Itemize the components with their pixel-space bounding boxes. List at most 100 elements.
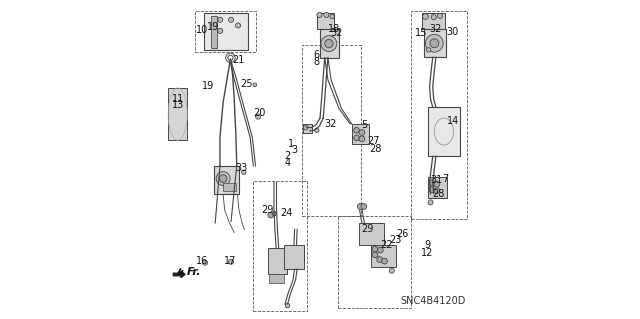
Text: 14: 14 (447, 116, 459, 126)
Circle shape (377, 257, 383, 263)
Text: 15: 15 (415, 28, 427, 38)
Text: 20: 20 (253, 108, 265, 118)
Circle shape (241, 170, 246, 174)
Text: 11: 11 (172, 93, 184, 104)
Text: 27: 27 (367, 137, 380, 146)
Circle shape (236, 23, 241, 28)
Bar (269, 274, 284, 283)
Bar (168, 88, 188, 140)
Text: 21: 21 (232, 56, 244, 65)
Bar (253, 181, 307, 311)
Circle shape (359, 130, 365, 135)
Circle shape (438, 13, 443, 19)
Circle shape (303, 125, 308, 130)
Bar (422, 13, 445, 29)
Circle shape (426, 48, 431, 52)
Bar (371, 245, 396, 268)
Bar (214, 166, 239, 195)
Text: 9: 9 (424, 240, 431, 250)
Text: 12: 12 (421, 248, 433, 257)
Circle shape (378, 247, 383, 253)
Bar (317, 13, 334, 29)
Text: 1: 1 (288, 139, 294, 149)
Text: 6: 6 (313, 50, 319, 60)
Text: 32: 32 (331, 28, 343, 38)
Text: 32: 32 (324, 119, 337, 129)
Bar (268, 249, 287, 274)
Bar (204, 13, 248, 50)
Bar (412, 11, 467, 219)
Text: 19: 19 (202, 81, 214, 91)
Text: Fr.: Fr. (187, 267, 201, 277)
Circle shape (228, 17, 234, 22)
Bar (352, 124, 369, 144)
Text: 10: 10 (196, 25, 208, 35)
Circle shape (317, 12, 322, 18)
Text: 33: 33 (236, 163, 248, 174)
Text: 31: 31 (431, 174, 443, 184)
Circle shape (226, 53, 235, 63)
Circle shape (361, 204, 367, 209)
Circle shape (434, 182, 440, 187)
Circle shape (253, 83, 257, 87)
Circle shape (324, 40, 333, 48)
Circle shape (285, 303, 290, 308)
Circle shape (426, 34, 444, 52)
Circle shape (216, 172, 230, 186)
Text: 22: 22 (380, 240, 392, 250)
Text: 8: 8 (313, 57, 319, 67)
Circle shape (429, 187, 435, 193)
Text: 26: 26 (396, 228, 408, 239)
Bar (320, 29, 339, 58)
Circle shape (218, 17, 223, 22)
Circle shape (430, 39, 439, 48)
Text: 30: 30 (447, 27, 459, 37)
Circle shape (359, 136, 365, 142)
Text: 29: 29 (260, 205, 273, 215)
Text: 24: 24 (280, 208, 292, 218)
Bar (284, 245, 304, 269)
Circle shape (255, 114, 260, 119)
Circle shape (372, 246, 378, 252)
Circle shape (431, 15, 436, 20)
Circle shape (381, 258, 387, 264)
Circle shape (220, 175, 227, 182)
Text: 25: 25 (240, 79, 253, 89)
Circle shape (358, 203, 364, 210)
Bar (339, 216, 412, 308)
Text: 4: 4 (285, 158, 291, 168)
Circle shape (228, 259, 234, 264)
Text: SNC4B4120D: SNC4B4120D (400, 296, 465, 306)
Text: 28: 28 (432, 189, 445, 199)
Circle shape (422, 14, 428, 19)
Text: 13: 13 (172, 100, 184, 110)
Text: 32: 32 (429, 24, 442, 33)
Polygon shape (173, 271, 185, 278)
Circle shape (218, 28, 223, 33)
Text: 17: 17 (224, 256, 237, 265)
Text: 18: 18 (328, 24, 340, 33)
Text: 23: 23 (389, 235, 402, 245)
Bar (424, 29, 447, 57)
Circle shape (202, 260, 207, 265)
Circle shape (389, 268, 394, 273)
Bar (302, 45, 361, 216)
Bar (195, 11, 256, 52)
Bar (303, 124, 312, 133)
Bar (223, 183, 236, 191)
Bar (428, 107, 460, 156)
Circle shape (434, 188, 440, 194)
Circle shape (324, 12, 329, 18)
Circle shape (272, 211, 276, 216)
Circle shape (315, 128, 319, 132)
Bar (428, 177, 447, 197)
Text: 19: 19 (207, 22, 219, 32)
Circle shape (372, 252, 378, 258)
Circle shape (354, 135, 360, 141)
Text: 28: 28 (369, 144, 381, 154)
Text: 2: 2 (284, 151, 291, 161)
Bar (211, 16, 217, 48)
Bar (359, 223, 383, 245)
Circle shape (321, 36, 337, 51)
Circle shape (268, 212, 274, 218)
